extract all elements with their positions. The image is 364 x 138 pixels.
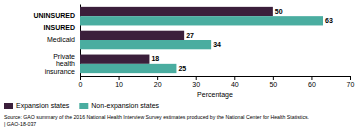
- x-tick-label: 70: [347, 81, 355, 88]
- data-label: 25: [178, 65, 186, 72]
- x-tick-mark: [350, 76, 351, 80]
- x-tick-label: 10: [115, 81, 123, 88]
- source: Source: GAO summary of the 2016 National…: [4, 114, 309, 127]
- bar: [80, 64, 176, 73]
- x-tick-label: 60: [308, 81, 316, 88]
- legend-swatch: [79, 103, 88, 109]
- x-tick-mark: [234, 76, 235, 80]
- x-axis-title: Percentage: [197, 91, 233, 99]
- y-tick-label: Medicaid: [47, 36, 75, 43]
- legend-label: Expansion states: [16, 102, 70, 110]
- chart: 0 10 20 30 40 50 60 70 UNINSURED Medicaid Privateh…: [0, 0, 364, 138]
- x-axis: 0 10 20 30 40 50 60 70: [79, 76, 355, 88]
- x-tick: 40: [231, 76, 239, 88]
- data-labels: 50 27 18 63 34 25: [151, 8, 332, 72]
- y-tick: UNINSURED: [33, 12, 80, 19]
- legend-swatch: [4, 103, 13, 109]
- plot: 0 10 20 30 40 50 60 70 UNINSURED Medicaid Privateh…: [33, 5, 354, 88]
- x-tick: 50: [269, 76, 277, 88]
- x-tick-label: 20: [154, 81, 162, 88]
- bar: [80, 31, 184, 40]
- annotation: INSURED: [43, 24, 75, 31]
- bar: [80, 40, 211, 49]
- bars: [80, 7, 323, 73]
- x-tick: 20: [154, 76, 162, 88]
- x-axis-line: [81, 77, 351, 81]
- x-tick-mark: [119, 76, 120, 80]
- x-tick-label: 0: [79, 81, 83, 88]
- legend-item: Expansion states: [4, 102, 70, 110]
- bar: [80, 55, 149, 64]
- data-label: 18: [151, 55, 159, 62]
- x-tick: 10: [115, 76, 123, 88]
- data-label: 27: [186, 32, 194, 39]
- x-tick-mark: [311, 76, 312, 80]
- x-tick-mark: [273, 76, 274, 80]
- x-tick-mark: [196, 76, 197, 80]
- data-label: 34: [213, 41, 221, 48]
- y-axis: UNINSURED Medicaid Privatehealthinsurance: [33, 5, 80, 77]
- data-label: 63: [325, 17, 333, 24]
- x-tick-label: 40: [231, 81, 239, 88]
- legend-label: Non-expansion states: [91, 102, 159, 110]
- y-tick: Medicaid: [47, 36, 80, 43]
- data-label: 50: [275, 8, 283, 15]
- x-tick-label: 50: [269, 81, 277, 88]
- bar: [80, 7, 273, 16]
- x-tick: 60: [308, 76, 316, 88]
- y-tick-label: Privatehealthinsurance: [45, 53, 75, 75]
- x-tick-mark: [80, 76, 81, 80]
- x-tick: 70: [347, 76, 355, 88]
- x-tick: 30: [192, 76, 200, 88]
- y-tick: Privatehealthinsurance: [45, 53, 80, 75]
- bar: [80, 16, 323, 25]
- legend: Expansion states Non-expansion states: [4, 102, 160, 110]
- legend-item: Non-expansion states: [79, 102, 159, 110]
- x-tick: 0: [79, 76, 83, 88]
- x-tick-label: 30: [192, 81, 200, 88]
- x-tick-mark: [157, 76, 158, 80]
- y-tick-label: UNINSURED: [33, 12, 75, 19]
